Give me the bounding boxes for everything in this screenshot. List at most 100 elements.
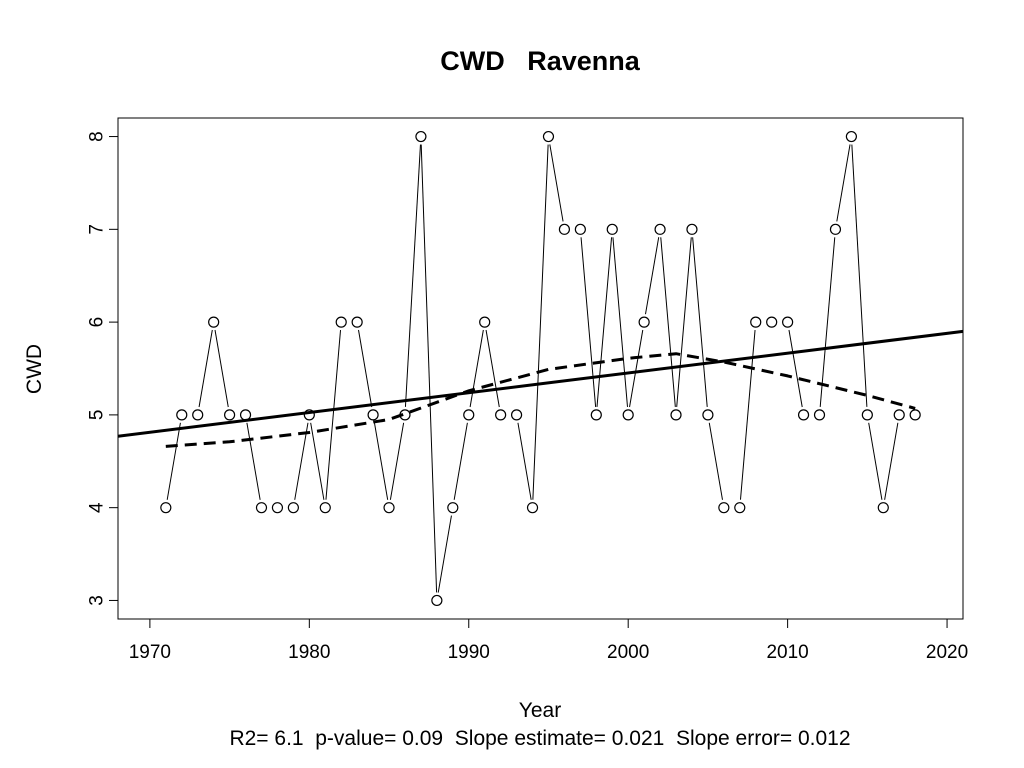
observed-line-segment: [549, 144, 564, 222]
x-axis: 1970 1980 1990 2000 2010 2020: [129, 619, 968, 663]
observed-point: [734, 502, 746, 514]
series-layer: [117, 130, 964, 607]
observed-point: [590, 409, 602, 421]
observed-point: [160, 502, 172, 514]
observed-point: [367, 409, 379, 421]
observed-point: [893, 409, 905, 421]
observed-point: [383, 502, 395, 514]
observed-point: [686, 223, 698, 235]
observed-point: [510, 409, 523, 421]
y-tick-label: 7: [87, 224, 108, 235]
plot-frame: [117, 117, 964, 620]
observed-point: [638, 316, 650, 328]
observed-point: [271, 502, 284, 514]
observed-line-segment: [420, 144, 438, 593]
observed-point: [670, 409, 682, 421]
observed-point: [829, 223, 842, 235]
observed-point: [558, 223, 571, 235]
observed-point: [702, 409, 714, 421]
observed-point: [224, 409, 236, 421]
observed-point: [654, 223, 666, 235]
observed-line-segment: [580, 237, 597, 407]
observed-line-segment: [469, 329, 484, 408]
x-tick-label: 1970: [129, 642, 171, 663]
observed-point: [845, 130, 857, 143]
observed-line-segment: [708, 422, 723, 500]
y-axis-label: CWD: [23, 344, 46, 394]
observed-line-segment: [836, 144, 851, 222]
observed-point: [495, 409, 507, 421]
y-tick-label: 8: [87, 131, 108, 142]
x-axis-label: Year: [519, 699, 561, 722]
observed-point: [208, 316, 220, 328]
observed-line-segment: [596, 237, 613, 407]
observed-line-segment: [851, 144, 868, 407]
observed-point: [861, 409, 873, 421]
observed-point: [192, 409, 204, 421]
observed-point: [239, 409, 252, 421]
observed-line-segment: [198, 329, 213, 408]
y-tick-label: 5: [87, 410, 108, 421]
observed-line-segment: [532, 144, 549, 500]
observed-line-segment: [692, 237, 708, 407]
observed-point: [335, 316, 347, 328]
observed-line-segment: [612, 237, 629, 407]
chart-title: CWD Ravenna: [440, 46, 641, 76]
observed-line-segment: [294, 422, 309, 500]
observed-point: [718, 502, 730, 514]
trend-line: [117, 329, 964, 438]
y-tick-label: 6: [87, 317, 108, 328]
observed-point: [574, 223, 586, 235]
observed-point: [463, 409, 475, 421]
observed-line-segment: [517, 422, 532, 500]
observed-point: [542, 130, 555, 143]
observed-line-segment: [404, 144, 421, 407]
observed-point: [415, 130, 427, 143]
y-tick-label: 4: [87, 502, 108, 513]
observed-point: [622, 409, 634, 421]
observed-point: [766, 316, 778, 328]
observed-line-segment: [166, 422, 181, 500]
observed-line-segment: [310, 422, 325, 500]
observed-line-segment: [453, 422, 468, 500]
observed-line-segment: [819, 237, 836, 407]
observed-line-segment: [246, 422, 261, 500]
x-tick-label: 2010: [766, 642, 808, 663]
observed-line-segment: [629, 329, 644, 408]
observed-point: [909, 409, 921, 421]
observed-point: [750, 316, 762, 328]
regression-stats: R2= 6.1 p-value= 0.09 Slope estimate= 0.…: [229, 727, 850, 750]
observed-line-segment: [644, 237, 660, 315]
observed-line-segment: [214, 329, 229, 408]
observed-line-segment: [325, 330, 342, 500]
observed-line-segment: [660, 237, 676, 407]
observed-point: [447, 502, 459, 514]
observed-point: [526, 502, 539, 514]
observed-point: [255, 502, 268, 514]
observed-line-segment: [788, 329, 803, 408]
y-tick-label: 3: [87, 595, 108, 606]
observed-line-segment: [358, 329, 373, 408]
observed-line-segment: [739, 330, 756, 500]
y-axis: 3 4 5 6 7 8: [87, 131, 118, 606]
observed-point: [431, 594, 443, 607]
observed-line-segment: [676, 237, 692, 407]
observed-point: [351, 316, 363, 328]
observed-point: [877, 502, 889, 514]
observed-point: [479, 316, 491, 328]
observed-point: [813, 409, 826, 421]
observed-point: [319, 502, 331, 514]
observed-point: [176, 409, 188, 421]
observed-point: [782, 316, 794, 328]
observed-line-segment: [485, 329, 500, 408]
observed-point: [287, 502, 299, 514]
observed-line-segment: [389, 422, 405, 500]
x-tick-label: 1980: [288, 642, 330, 663]
observed-line-segment: [437, 515, 452, 593]
x-tick-label: 2000: [607, 642, 649, 663]
observed-point: [606, 223, 618, 235]
observed-point: [797, 409, 810, 421]
observed-line-segment: [373, 422, 389, 500]
observed-line-segment: [884, 422, 899, 500]
